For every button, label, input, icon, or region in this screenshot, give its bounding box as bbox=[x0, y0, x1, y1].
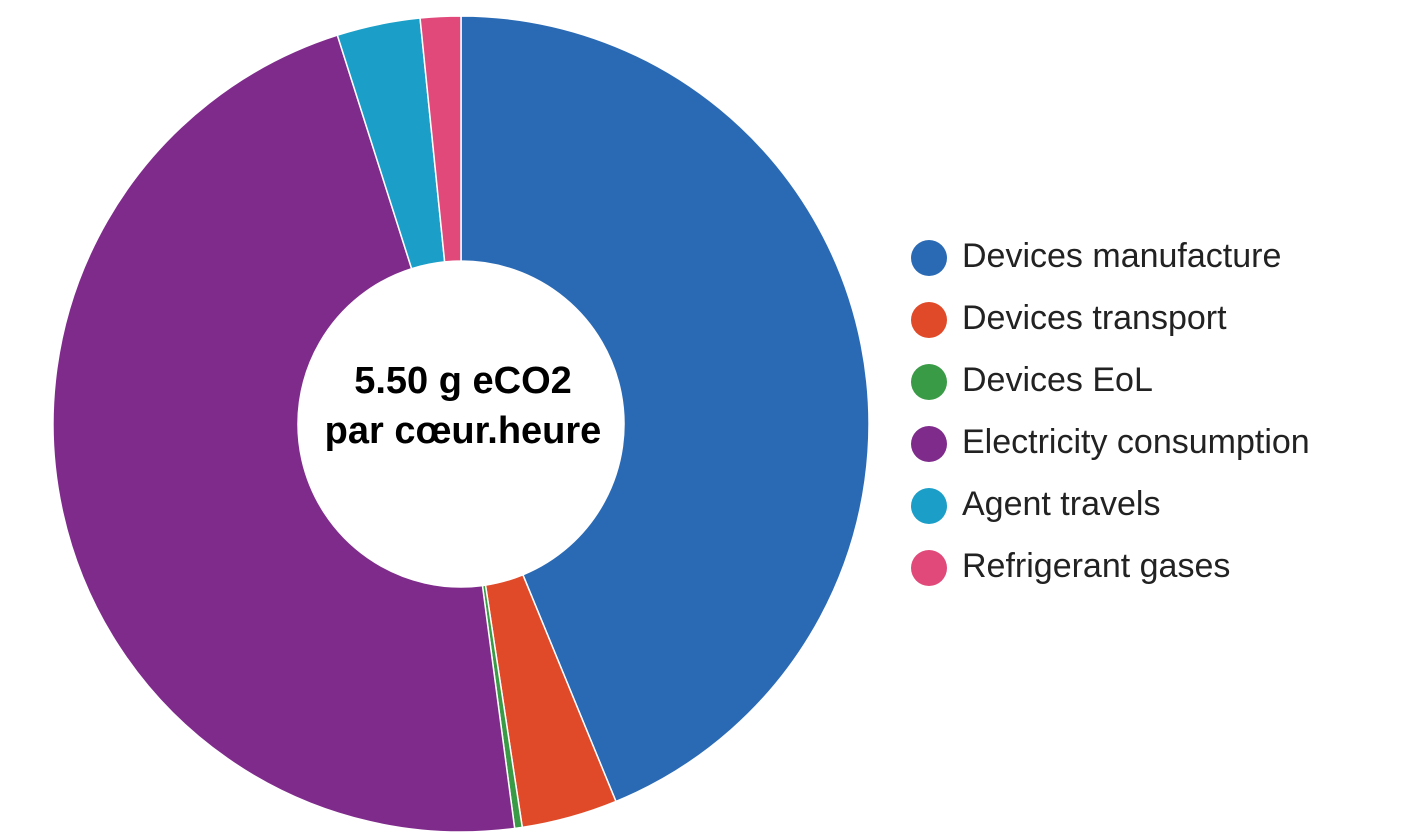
legend: Devices manufacture Devices transport Devi… bbox=[911, 237, 1310, 586]
center-label: par cœur.heure bbox=[325, 410, 602, 452]
legend-swatch bbox=[911, 302, 947, 338]
slice bbox=[419, 15, 462, 263]
legend-label: Electricity consumption bbox=[962, 423, 1310, 461]
legend-swatch bbox=[911, 240, 947, 276]
legend-label: Refrigerant gases bbox=[962, 547, 1230, 585]
center-label: 5.50 g eCO2 bbox=[354, 360, 572, 402]
slice bbox=[460, 15, 870, 803]
legend-swatch bbox=[911, 364, 947, 400]
slice bbox=[52, 34, 516, 833]
legend-label: Devices manufacture bbox=[962, 237, 1281, 275]
legend-label: Agent travels bbox=[962, 485, 1160, 523]
legend-label: Devices EoL bbox=[962, 361, 1153, 399]
donut bbox=[52, 15, 870, 833]
legend-swatch bbox=[911, 488, 947, 524]
legend-swatch bbox=[911, 426, 947, 462]
legend-label: Devices transport bbox=[962, 299, 1227, 337]
legend-swatch bbox=[911, 550, 947, 586]
